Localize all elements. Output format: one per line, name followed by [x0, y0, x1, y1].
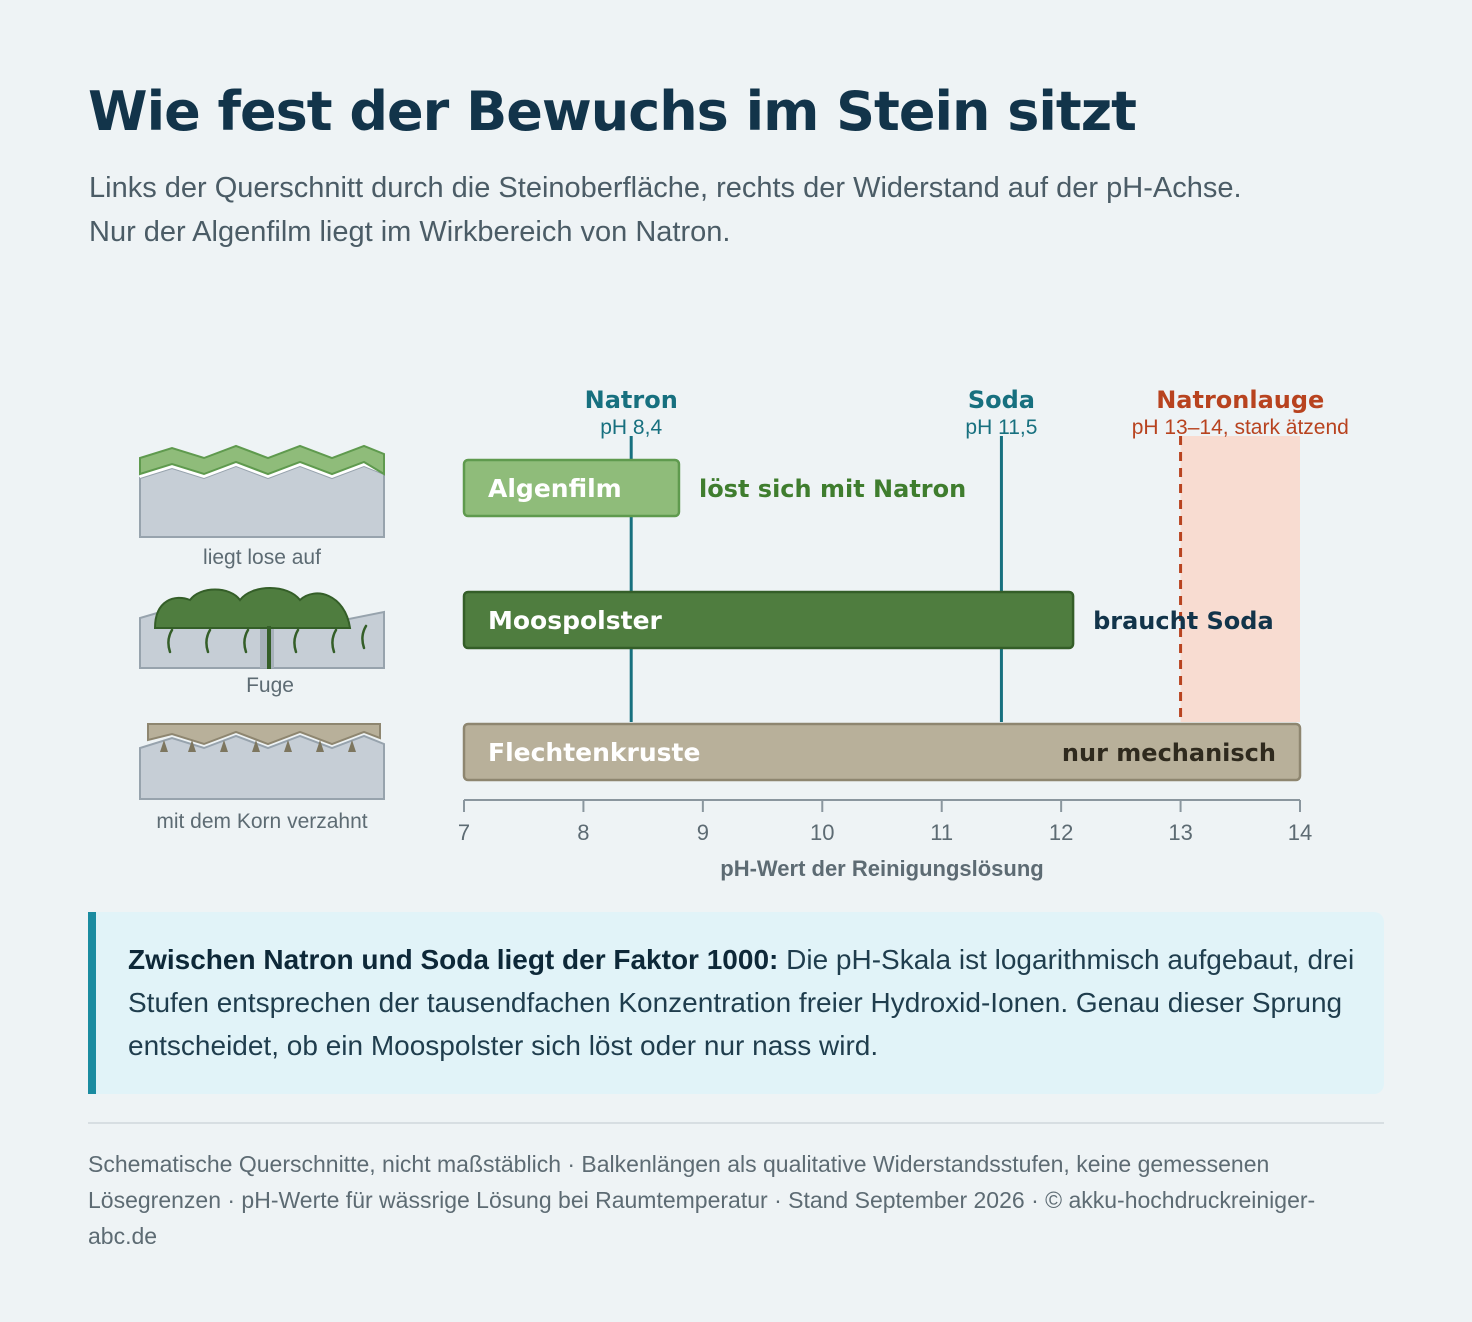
bar-1 [462, 590, 1075, 650]
x-tick-label-0: 7 [458, 820, 470, 845]
cross-section-caption-algae: liegt lose auf [203, 546, 321, 569]
bar-2 [462, 722, 1302, 782]
bar-annotation-0: löst sich mit Natron [699, 475, 966, 503]
cross-section-caption-moss: Fuge [246, 674, 294, 697]
bar-label-0: Algenfilm [488, 474, 622, 503]
x-axis-title: pH-Wert der Reinigungslösung [720, 856, 1043, 881]
x-tick-label-1: 8 [577, 820, 589, 845]
page-subtitle: Links der Querschnitt durch die Steinobe… [89, 166, 1389, 254]
x-tick-label-7: 14 [1288, 820, 1312, 845]
bar-0 [462, 458, 681, 518]
chart-bars: Algenfilm löst sich mit Natron Moospolster… [462, 458, 1302, 782]
footer-note: Schematische Querschnitte, nicht maßstäb… [88, 1151, 1316, 1249]
marker-label-2: Natronlauge [1156, 386, 1324, 414]
x-tick-label-3: 10 [810, 820, 834, 845]
x-tick-label-5: 12 [1049, 820, 1073, 845]
marker-label-0: Natron [585, 386, 678, 414]
subtitle-line-2: Nur der Algenfilm liegt im Wirkbereich v… [89, 216, 731, 248]
chart-x-axis: 7 8 9 10 11 12 13 14 pH-Wert der Reinigungslösun… [458, 799, 1312, 881]
bar-annotation-2: nur mechanisch [1062, 739, 1276, 767]
footer-divider [88, 1122, 1384, 1124]
callout-text: Zwischen Natron und Soda liegt der Fakto… [128, 938, 1368, 1067]
callout-bold: Zwischen Natron und Soda liegt der Fakto… [128, 944, 779, 975]
bar-label-1: Moospolster [488, 606, 663, 635]
x-tick-label-2: 9 [697, 820, 709, 845]
marker-sublabel-0: pH 8,4 [600, 416, 662, 439]
x-tick-label-4: 11 [930, 820, 953, 845]
callout-body: Die pH-Skala ist logarithmisch aufgebaut… [128, 944, 1355, 1061]
bar-label-2: Flechtenkruste [488, 738, 700, 767]
cross-section-algae: liegt lose auf [139, 444, 385, 569]
page-title: Wie fest der Bewuchs im Stein sitzt [88, 80, 1137, 143]
bar-annotation-1: braucht Soda [1093, 607, 1274, 635]
callout-box: Zwischen Natron und Soda liegt der Fakto… [88, 912, 1384, 1094]
cross-section-lichen: mit dem Korn verzahnt [139, 723, 385, 833]
cross-section-caption-lichen: mit dem Korn verzahnt [156, 810, 367, 833]
cross-section-moss: Fuge [139, 587, 385, 697]
marker-sublabel-1: pH 11,5 [965, 416, 1037, 439]
subtitle-line-1: Links der Querschnitt durch die Steinobe… [89, 172, 1242, 204]
resistance-chart: liegt lose auf Fuge mit dem Korn verzah [139, 386, 1349, 881]
marker-sublabel-2: pH 13–14, stark ätzend [1132, 416, 1349, 439]
zone-2 [1180, 436, 1300, 722]
chart-zones [1180, 436, 1300, 722]
marker-label-1: Soda [968, 386, 1035, 414]
x-tick-label-6: 13 [1168, 820, 1192, 845]
